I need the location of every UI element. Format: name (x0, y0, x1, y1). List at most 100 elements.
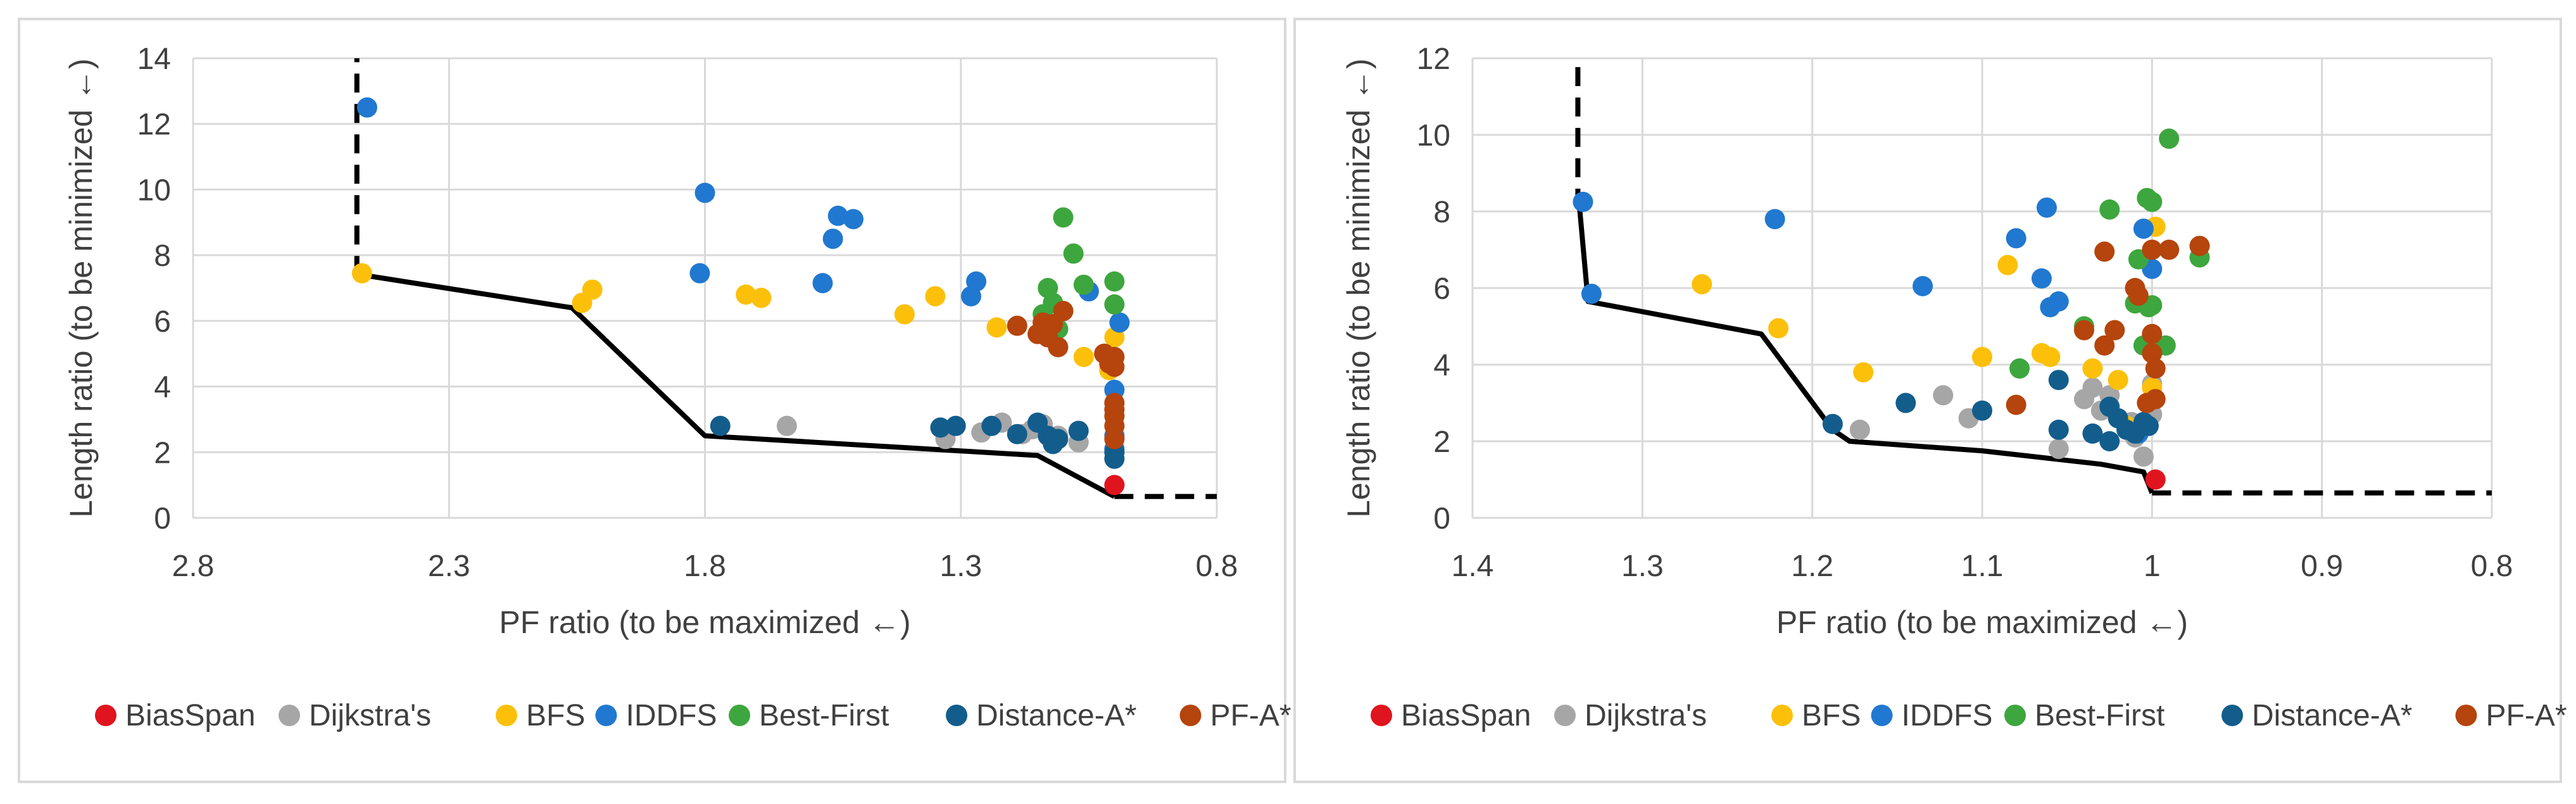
point-distance-a-right (2099, 396, 2120, 417)
point-distance-a-right (2082, 423, 2103, 444)
x-tick-label-right: 1.1 (1961, 550, 2004, 583)
legend-label-iddfs-left: IDDFS (626, 699, 717, 732)
legend-marker-dijkstra-s-left (279, 705, 300, 726)
point-dijkstra-s-right (2082, 377, 2103, 398)
x-tick-label-left: 0.8 (1196, 550, 1238, 583)
x-axis-label-left: PF ratio (to be maximized ←) (499, 605, 910, 640)
point-pf-a-right (2159, 239, 2180, 260)
point-pf-a-right (2145, 389, 2166, 410)
y-tick-label-left: 10 (137, 173, 171, 207)
point-pf-a-right (2145, 358, 2166, 379)
point-best-first-left (1063, 243, 1084, 264)
point-best-first-left (1104, 294, 1125, 315)
point-bfs-left (925, 286, 946, 306)
point-pf-a-left (1043, 314, 1064, 335)
point-distance-a-left (710, 415, 731, 436)
point-distance-a-left (1068, 420, 1089, 441)
point-pf-a-right (2006, 394, 2026, 415)
legend-marker-pf-a-left (1179, 705, 1202, 726)
point-best-first-left (1053, 207, 1074, 228)
x-axis-label-right: PF ratio (to be maximized ←) (1776, 605, 2188, 640)
point-pf-a-right (2094, 241, 2115, 262)
y-tick-label-right: 4 (1433, 349, 1450, 382)
y-tick-label-right: 0 (1433, 502, 1450, 536)
point-best-first-left (1104, 271, 1125, 292)
point-bfs-right (2040, 346, 2061, 367)
legend-marker-best-first-left (729, 705, 750, 726)
point-iddfs-left (960, 286, 981, 306)
point-bfs-left (582, 279, 603, 300)
point-iddfs-left (827, 205, 848, 226)
point-pf-a-left (1048, 337, 1069, 358)
y-tick-label-right: 6 (1433, 272, 1450, 306)
point-distance-a-right (1822, 413, 1843, 434)
point-distance-a-left (981, 415, 1002, 436)
legend-label-biasspan-right: BiasSpan (1401, 699, 1531, 732)
point-distance-a-left (945, 415, 966, 436)
legend-marker-biasspan-left (95, 705, 116, 726)
y-axis-label-right: Length ratio (to be minimized ←) (1341, 58, 1376, 517)
point-bfs-right (1853, 362, 1874, 383)
y-tick-label-left: 0 (154, 502, 171, 536)
y-tick-label-right: 2 (1433, 425, 1450, 459)
point-bfs-right (1768, 318, 1788, 339)
x-tick-label-right: 1 (2144, 550, 2161, 583)
point-iddfs-left (812, 273, 833, 294)
point-distance-a-right (2048, 370, 2069, 391)
point-dijkstra-s-left (776, 415, 797, 436)
legend-label-dijkstra-s-right: Dijkstra's (1585, 699, 1707, 732)
point-best-first-right (2142, 191, 2163, 212)
point-pf-a-right (2142, 239, 2163, 260)
legend-label-best-first-left: Best-First (759, 699, 889, 732)
legend-marker-distance-a-right (2221, 705, 2243, 726)
legend-label-pf-a-right: PF-A* (2486, 699, 2567, 732)
pareto-frontier-line-left (361, 272, 1116, 499)
y-tick-label-left: 6 (154, 305, 171, 339)
x-tick-label-left: 2.3 (428, 550, 470, 583)
point-pf-a-right (2104, 320, 2125, 341)
scatter-chart-left: 0 2 4 6 8 10 12 14 2.8 2.3 1.8 1.3 0.8 PF ratio (to b… (63, 42, 1291, 732)
legend-label-best-first-right: Best-First (2035, 699, 2164, 732)
legend-label-distance-a-left: Distance-A* (976, 699, 1136, 732)
point-pf-a-left (1104, 399, 1125, 420)
point-best-first-right (2099, 199, 2120, 220)
point-dijkstra-s-right (2048, 439, 2069, 460)
point-bfs-left (986, 317, 1007, 338)
point-pf-a-right (2142, 323, 2163, 344)
point-iddfs-right (1913, 275, 1933, 296)
point-biasspan-right (2145, 469, 2166, 490)
legend-marker-iddfs-left (595, 705, 617, 726)
point-pf-a-right (2074, 320, 2094, 341)
point-pf-a-left (1007, 315, 1027, 336)
legend-marker-iddfs-right (1871, 705, 1893, 726)
legend-label-pf-a-left: PF-A* (1210, 699, 1291, 732)
point-iddfs-right (2036, 197, 2057, 218)
x-tick-label-right: 1.4 (1452, 550, 1494, 583)
point-distance-a-left (930, 417, 951, 438)
y-axis-label-left: Length ratio (to be minimized ←) (63, 58, 99, 517)
legend-label-distance-a-right: Distance-A* (2252, 699, 2412, 732)
point-pf-a-right (2094, 335, 2115, 356)
point-pf-a-left (1104, 429, 1125, 449)
point-iddfs-right (1573, 191, 1593, 212)
legend-marker-best-first-right (2004, 705, 2026, 726)
chart-panel-right (1293, 18, 2562, 783)
x-tick-label-right: 0.8 (2471, 550, 2513, 583)
point-bfs-left (351, 263, 372, 284)
x-tick-label-right: 1.3 (1621, 550, 1664, 583)
point-dijkstra-s-right (2133, 446, 2154, 467)
legend-label-bfs-right: BFS (1802, 699, 1861, 732)
point-bfs-left (736, 284, 757, 305)
point-bfs-right (1692, 273, 1712, 294)
legend-marker-distance-a-left (946, 705, 967, 726)
point-bfs-right (2082, 358, 2103, 379)
point-bfs-left (1073, 346, 1094, 367)
point-iddfs-left (822, 229, 843, 249)
legend-marker-pf-a-right (2455, 705, 2477, 726)
point-iddfs-right (2031, 268, 2052, 289)
point-best-first-right (2009, 358, 2030, 379)
legend-marker-dijkstra-s-right (1554, 705, 1576, 726)
y-tick-label-right: 8 (1433, 196, 1450, 229)
